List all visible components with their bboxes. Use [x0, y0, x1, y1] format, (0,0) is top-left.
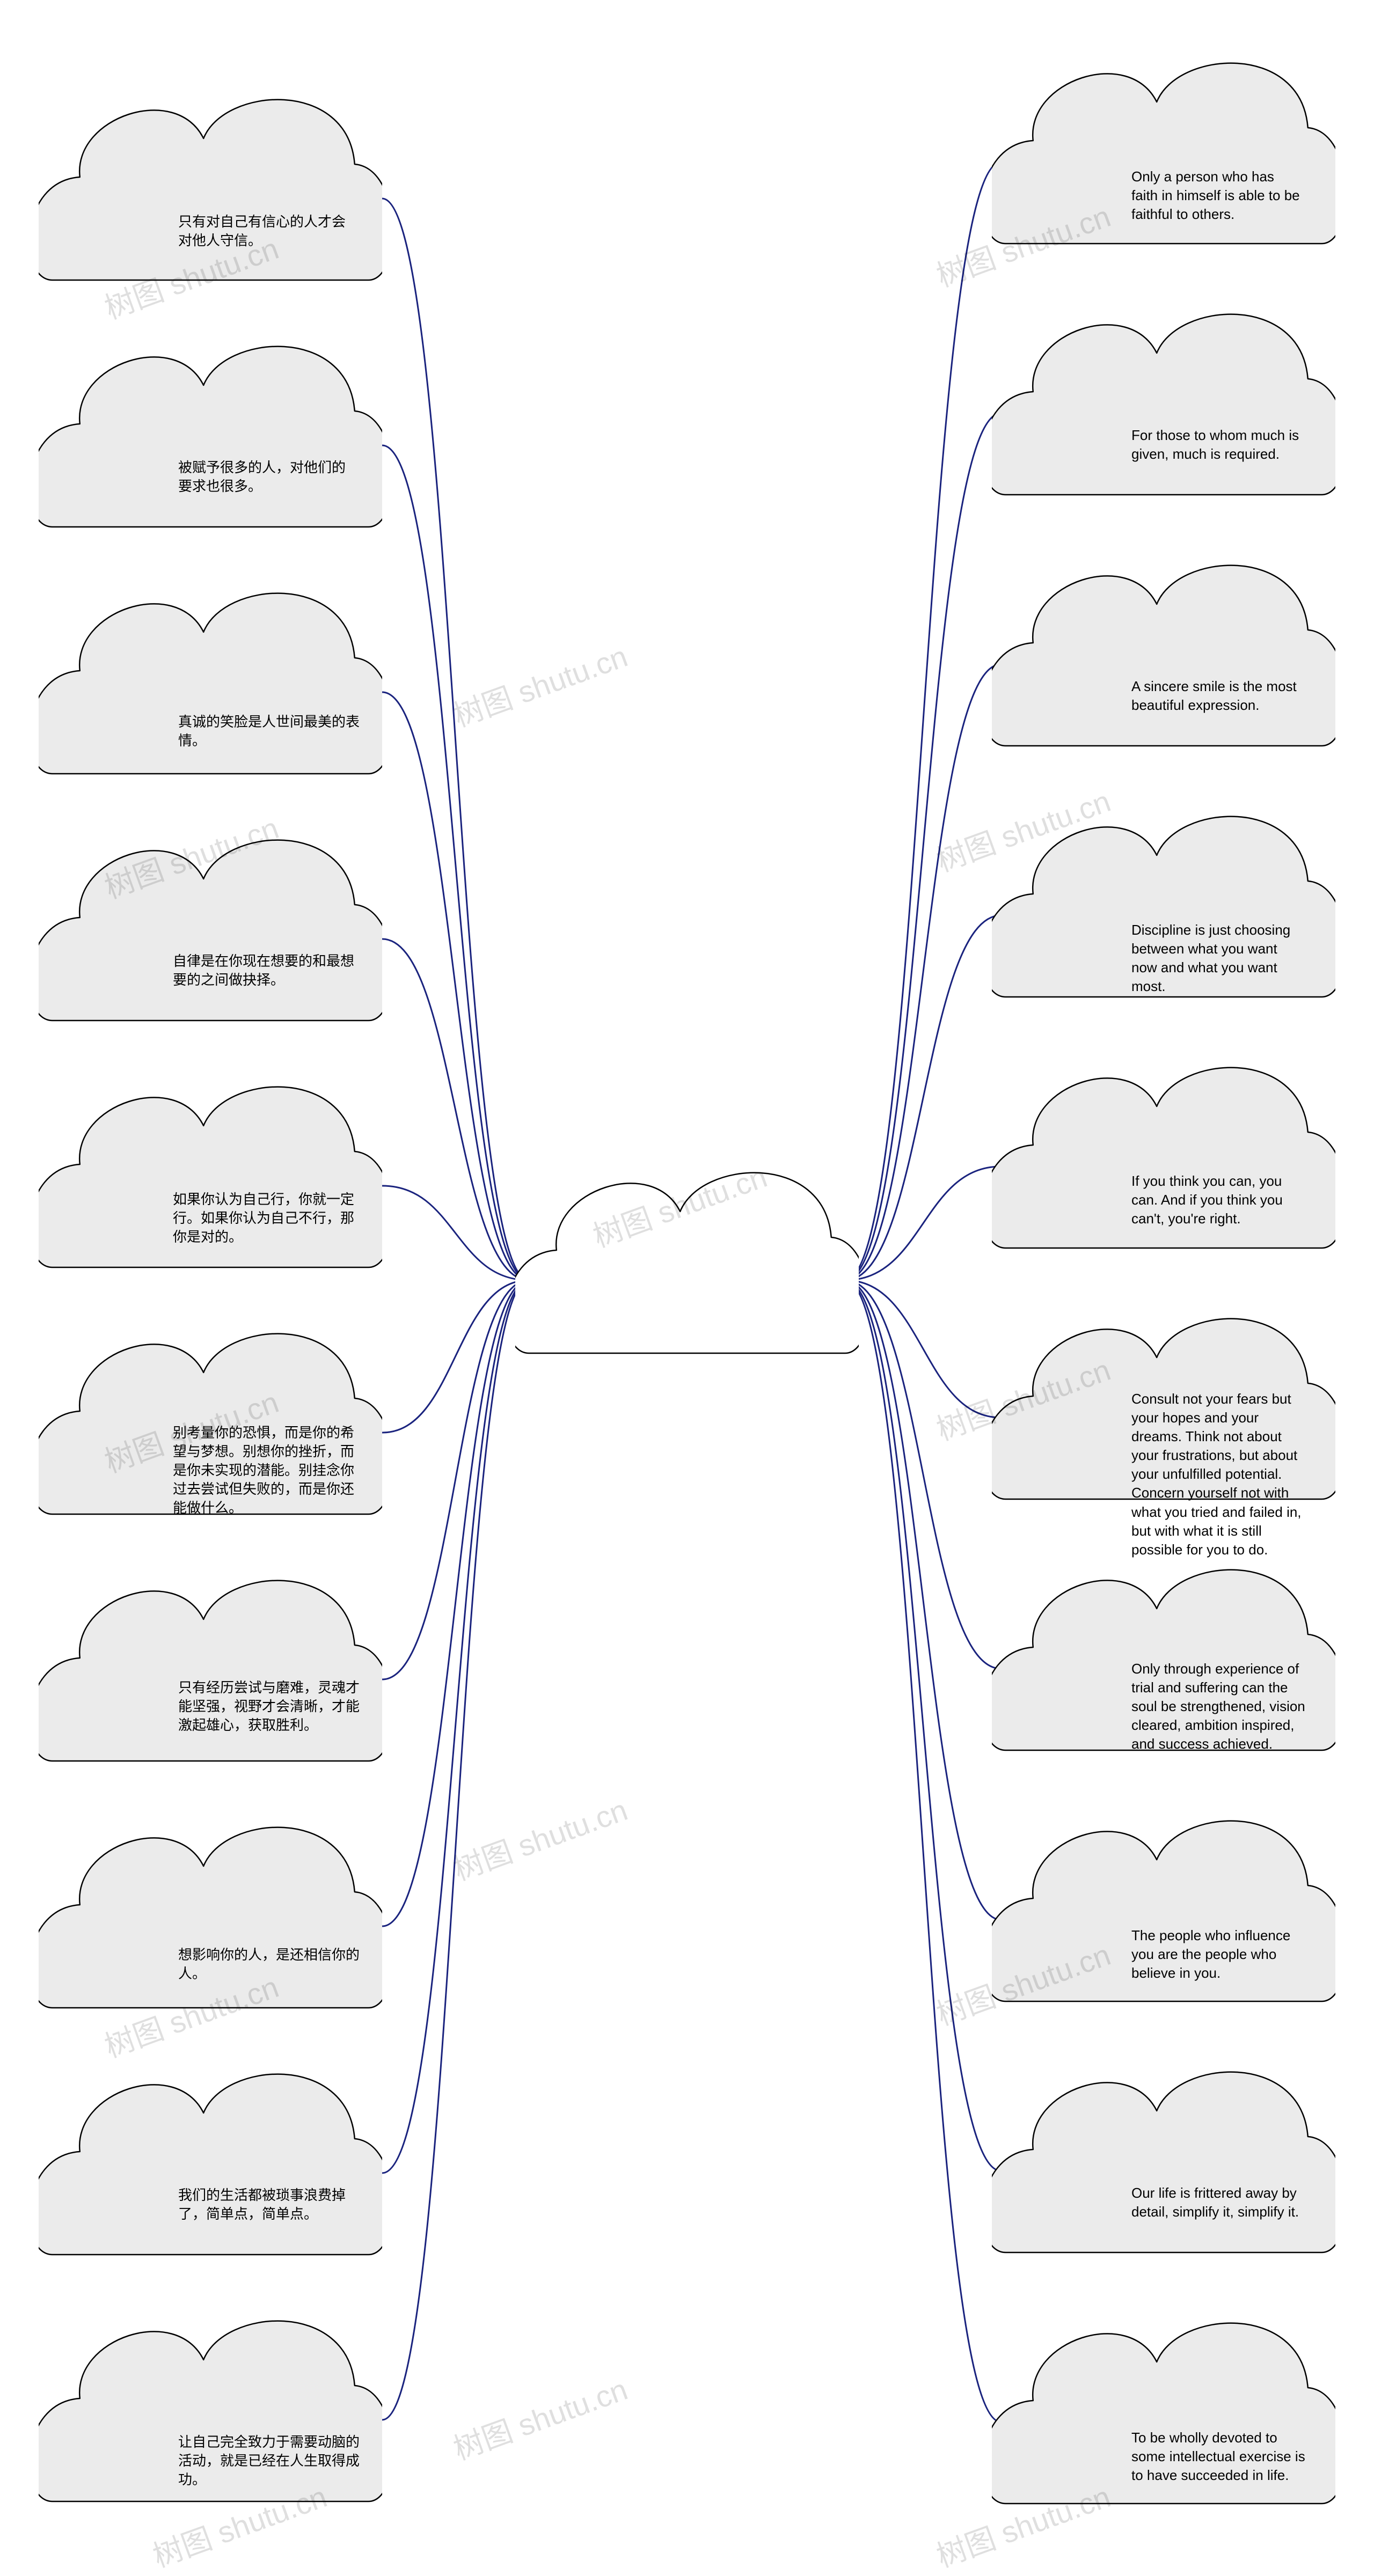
right-cloud-5: Consult not your fears but your hopes an… [992, 1293, 1335, 1508]
right-cloud-2-label: A sincere smile is the most beautiful ex… [1131, 677, 1303, 715]
left-cloud-8-label: 我们的生活都被琐事浪费掉了，简单点，简单点。 [178, 2186, 363, 2223]
right-cloud-6-label: Only through experience of trial and suf… [1131, 1660, 1311, 1753]
right-cloud-4: If you think you can, you can. And if yo… [992, 1042, 1335, 1257]
connector [382, 199, 529, 1280]
left-cloud-5: 别考量你的恐惧，而是你的希望与梦想。别想你的挫折，而是你未实现的潜能。别挂念你过… [39, 1308, 382, 1523]
connector [845, 1280, 1001, 1669]
right-cloud-7: The people who influence you are the peo… [992, 1795, 1335, 2010]
right-cloud-2: A sincere smile is the most beautiful ex… [992, 540, 1335, 754]
connector [382, 1280, 529, 2173]
right-cloud-8: Our life is frittered away by detail, si… [992, 2046, 1335, 2261]
right-cloud-6: Only through experience of trial and suf… [992, 1544, 1335, 1759]
connector [845, 1166, 1001, 1280]
left-cloud-2-label: 真诚的笑脸是人世间最美的表情。 [178, 713, 363, 750]
right-cloud-0-label: Only a person who has faith in himself i… [1131, 167, 1303, 224]
left-cloud-4-label: 如果你认为自己行，你就一定行。如果你认为自己不行，那你是对的。 [173, 1190, 361, 1246]
left-cloud-6-label: 只有经历尝试与磨难，灵魂才能坚强，视野才会清晰，才能激起雄心，获取胜利。 [178, 1678, 363, 1735]
watermark: 树图 shutu.cn [447, 633, 633, 736]
left-cloud-4: 如果你认为自己行，你就一定行。如果你认为自己不行，那你是对的。 [39, 1061, 382, 1276]
connector [845, 1280, 1001, 1418]
connector [382, 1280, 529, 1433]
connector [382, 445, 529, 1280]
left-cloud-3-label: 自律是在你现在想要的和最想要的之间做抉择。 [173, 952, 358, 989]
left-cloud-3: 自律是在你现在想要的和最想要的之间做抉择。 [39, 814, 382, 1029]
connector [845, 162, 1001, 1280]
watermark: 树图 shutu.cn [447, 1786, 633, 1889]
left-cloud-6: 只有经历尝试与磨难，灵魂才能坚强，视野才会清晰，才能激起雄心，获取胜利。 [39, 1555, 382, 1770]
right-cloud-9: To be wholly devoted to some intellectua… [992, 2298, 1335, 2512]
right-cloud-9-label: To be wholly devoted to some intellectua… [1131, 2428, 1309, 2485]
connector [845, 413, 1001, 1280]
left-cloud-9-label: 让自己完全致力于需要动脑的活动，就是已经在人生取得成功。 [178, 2433, 363, 2489]
left-cloud-2: 真诚的笑脸是人世间最美的表情。 [39, 568, 382, 782]
right-cloud-8-label: Our life is frittered away by detail, si… [1131, 2184, 1303, 2221]
right-cloud-5-label: Consult not your fears but your hopes an… [1131, 1390, 1311, 1559]
left-cloud-5-label: 别考量你的恐惧，而是你的希望与梦想。别想你的挫折，而是你未实现的潜能。别挂念你过… [173, 1423, 361, 1517]
connector [382, 939, 529, 1280]
connector [382, 692, 529, 1280]
left-cloud-0-label: 只有对自己有信心的人才会对他人守信。 [178, 212, 355, 250]
left-cloud-7-label: 想影响你的人，是还相信你的人。 [178, 1946, 363, 1983]
center-cloud [515, 1147, 859, 1362]
right-cloud-0: Only a person who has faith in himself i… [992, 38, 1335, 252]
left-cloud-8: 我们的生活都被琐事浪费掉了，简单点，简单点。 [39, 2049, 382, 2263]
connector [845, 664, 1001, 1280]
watermark: 树图 shutu.cn [447, 2366, 633, 2469]
connector [845, 1280, 1001, 1920]
left-cloud-1: 被赋予很多的人，对他们的要求也很多。 [39, 321, 382, 535]
connector [382, 1280, 529, 1679]
right-cloud-1: For those to whom much is given, much is… [992, 289, 1335, 503]
connector [382, 1186, 529, 1280]
left-cloud-1-label: 被赋予很多的人，对他们的要求也很多。 [178, 458, 355, 496]
connector [845, 915, 1001, 1280]
diagram-stage: 只有对自己有信心的人才会对他人守信。被赋予很多的人，对他们的要求也很多。真诚的笑… [0, 0, 1374, 2550]
left-cloud-9: 让自己完全致力于需要动脑的活动，就是已经在人生取得成功。 [39, 2295, 382, 2510]
connector [845, 1280, 1001, 2171]
left-cloud-7: 想影响你的人，是还相信你的人。 [39, 1802, 382, 2016]
right-cloud-1-label: For those to whom much is given, much is… [1131, 426, 1303, 464]
connector [382, 1280, 529, 2420]
connector [845, 1280, 1001, 2422]
left-cloud-0: 只有对自己有信心的人才会对他人守信。 [39, 74, 382, 289]
right-cloud-7-label: The people who influence you are the peo… [1131, 1926, 1309, 1983]
right-cloud-3-label: Discipline is just choosing between what… [1131, 921, 1303, 996]
right-cloud-3: Discipline is just choosing between what… [992, 791, 1335, 1006]
connector [382, 1280, 529, 1926]
right-cloud-4-label: If you think you can, you can. And if yo… [1131, 1172, 1303, 1228]
